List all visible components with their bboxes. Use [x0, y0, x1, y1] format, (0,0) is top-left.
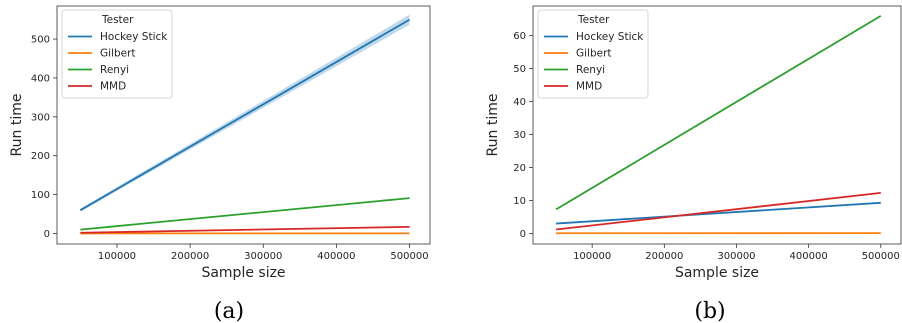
panel-b-legend-entry: Renyi [576, 64, 605, 76]
panel-b-y-tick-label: 50 [513, 64, 526, 75]
panel-a-legend-entry: MMD [100, 81, 126, 93]
panel-b-x-axis-label: Sample size [675, 265, 759, 281]
panel-a-x-axis-label: Sample size [201, 265, 285, 281]
panel-a-y-tick-label: 300 [31, 112, 50, 123]
panel-a-legend-title: Tester [101, 14, 134, 26]
panel-b-legend-entry: MMD [576, 81, 602, 93]
panel-b-line-renyi [555, 15, 882, 211]
panel-b-y-tick-label: 30 [513, 130, 526, 141]
panel-a-legend-box [61, 9, 173, 99]
panel-b-line-mmd [555, 192, 881, 231]
panel-b-legend-box [537, 9, 649, 99]
panel-a-y-axis-label: Run time [9, 94, 25, 157]
panel-a-line-mmd [80, 225, 410, 234]
panel-b-y-tick-label: 10 [513, 196, 526, 207]
panel-b-x-tick-label: 300000 [717, 251, 755, 262]
panel-b-x-tick-label: 500000 [862, 251, 900, 262]
panel-b-y-tick-label: 60 [513, 31, 526, 42]
panel-a-legend-entry: Renyi [100, 64, 129, 76]
panel-b-y-tick-label: 0 [520, 229, 526, 240]
panel-a-line-hockey-stick [79, 18, 410, 211]
panel-b-y-tick-label: 40 [513, 97, 526, 108]
panel-a-legend-entry: Hockey Stick [100, 31, 168, 43]
panel-b-x-tick-label: 100000 [573, 251, 611, 262]
panel-b-y-axis-label: Run time [485, 94, 501, 157]
panel-a-line-renyi [80, 197, 410, 231]
panel-b-line-hockey-stick [556, 201, 881, 225]
panel-a-y-tick-label: 0 [44, 229, 50, 240]
panel-b-caption: (b) [694, 299, 725, 323]
panel-b-legend-title: Tester [577, 14, 610, 26]
panel-a-x-tick-label: 300000 [244, 251, 282, 262]
panel-a-y-tick-label: 200 [31, 151, 50, 162]
panel-a-x-tick-label: 100000 [98, 251, 136, 262]
panel-b-legend-entry: Gilbert [576, 48, 612, 60]
panel-a-x-tick-label: 200000 [171, 251, 209, 262]
panel-a-legend-entry: Gilbert [100, 48, 136, 60]
panel-a-x-tick-label: 500000 [390, 251, 428, 262]
panel-a-y-tick-label: 100 [31, 190, 50, 201]
panel-b-legend-entry: Hockey Stick [576, 31, 644, 43]
panel-b-x-tick-label: 200000 [645, 251, 683, 262]
panel-a-x-tick-label: 400000 [317, 251, 355, 262]
panel-b-x-tick-label: 400000 [790, 251, 828, 262]
panel-a-y-tick-label: 500 [31, 35, 50, 46]
panel-a-y-tick-label: 400 [31, 73, 50, 84]
panel-a-caption: (a) [214, 299, 244, 323]
panel-b-y-tick-label: 20 [513, 163, 526, 174]
